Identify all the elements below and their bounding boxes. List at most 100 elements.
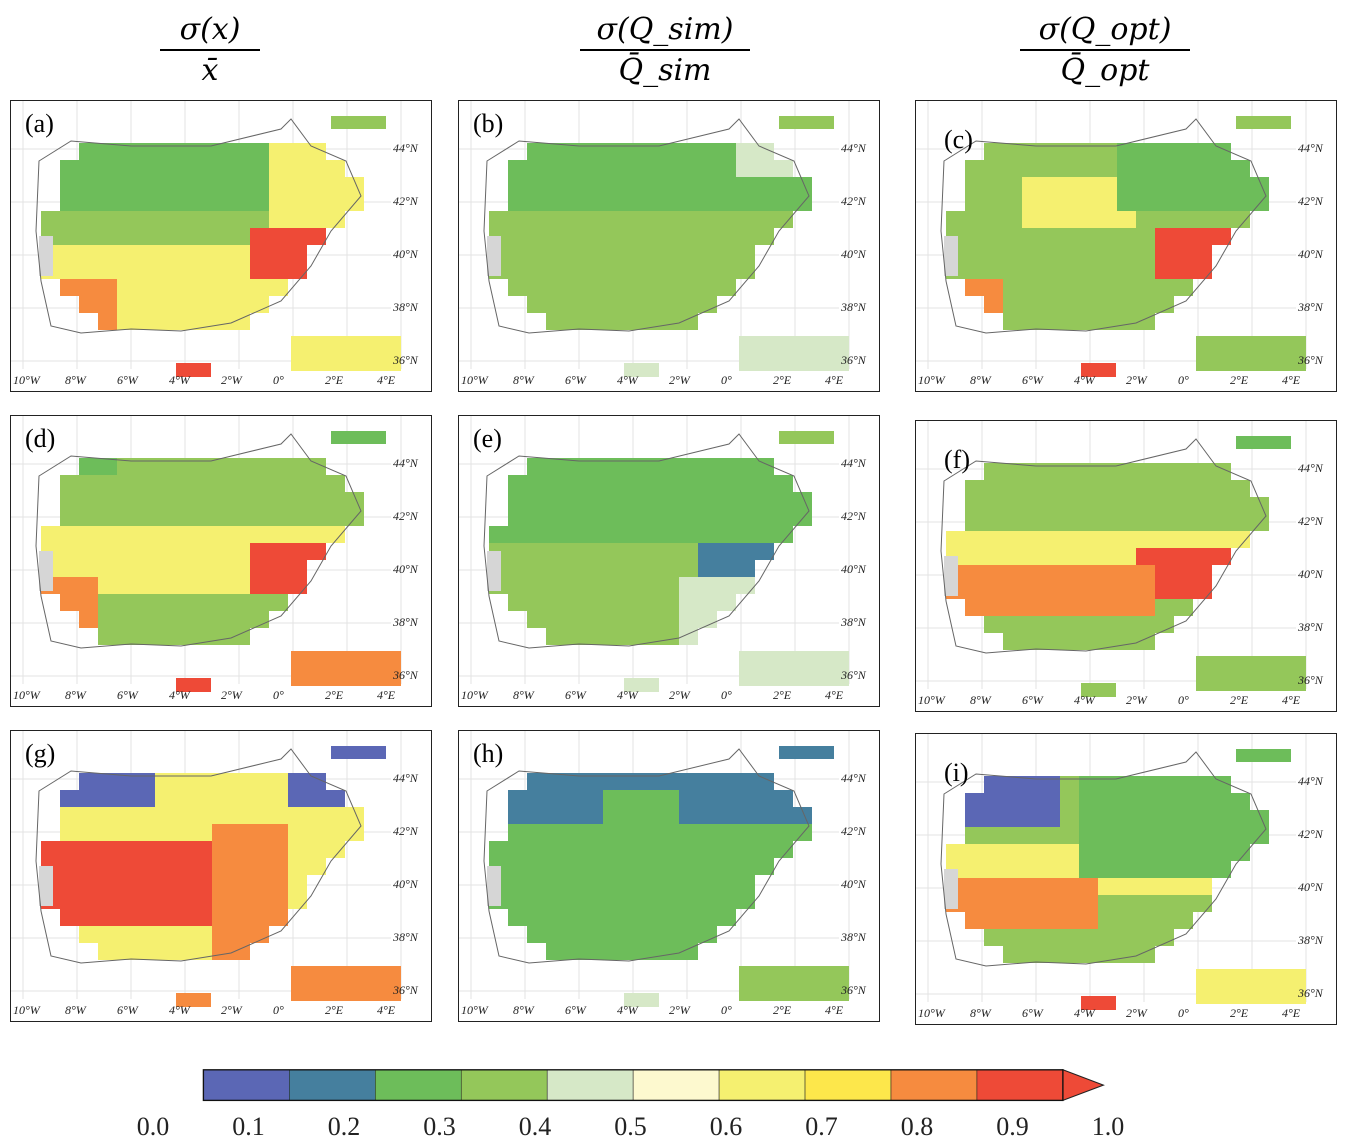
grid-cell xyxy=(717,262,736,279)
grid-cell xyxy=(717,909,736,926)
grid-cell xyxy=(1098,228,1117,245)
grid-cell xyxy=(79,858,98,875)
grid-cell xyxy=(1079,793,1098,810)
lat-tick-label: 42°N xyxy=(841,509,866,523)
grid-cell xyxy=(984,160,1003,177)
grid-cell xyxy=(1003,548,1022,565)
lat-tick-label: 38°N xyxy=(1298,620,1323,634)
grid-cell xyxy=(136,228,155,245)
grid-cell xyxy=(736,560,755,577)
colorbar-outline xyxy=(202,1069,1064,1102)
grid-cell xyxy=(546,160,565,177)
grid-cell xyxy=(174,296,193,313)
lat-tick-label: 44°N xyxy=(841,456,866,470)
grid-cell xyxy=(603,875,622,892)
grid-cell xyxy=(326,841,345,858)
grid-cell xyxy=(193,892,212,909)
grid-cell xyxy=(1212,793,1231,810)
grid-cell xyxy=(1117,531,1136,548)
grid-cell xyxy=(698,211,717,228)
grid-cell xyxy=(1003,844,1022,861)
grid-cell xyxy=(1136,844,1155,861)
lat-tick-label: 42°N xyxy=(393,824,418,838)
grid-cell xyxy=(174,492,193,509)
grid-cell xyxy=(212,943,231,960)
grid-cell xyxy=(508,245,527,262)
grid-cell xyxy=(1193,463,1212,480)
grid-cell xyxy=(527,841,546,858)
colorbar-tick-label: 0.5 xyxy=(614,1112,647,1141)
lat-tick-label: 40°N xyxy=(1298,880,1323,894)
grid-cell xyxy=(1098,548,1117,565)
grid-cell xyxy=(307,143,326,160)
grid-cell xyxy=(1060,531,1079,548)
grid-cell xyxy=(98,577,117,594)
grid-cell xyxy=(174,279,193,296)
grid-cell xyxy=(527,926,546,943)
grid-cell xyxy=(622,926,641,943)
grid-cell xyxy=(965,548,984,565)
grid-cell xyxy=(1041,480,1060,497)
grid-cell xyxy=(717,560,736,577)
grid-cell xyxy=(622,160,641,177)
grid-cell xyxy=(155,177,174,194)
grid-cell xyxy=(527,492,546,509)
grid-cell xyxy=(98,492,117,509)
grid-cell xyxy=(1022,793,1041,810)
grid-cell xyxy=(1003,946,1022,963)
grid-cell xyxy=(1060,262,1079,279)
grid-cell xyxy=(641,824,660,841)
grid-cell xyxy=(231,194,250,211)
grid-cell xyxy=(736,492,755,509)
grid-cell xyxy=(1022,313,1041,330)
grid-cell xyxy=(984,177,1003,194)
grid-cell xyxy=(1003,514,1022,531)
grid-cell xyxy=(527,475,546,492)
grid-cell xyxy=(193,509,212,526)
grid-cell xyxy=(60,262,79,279)
grid-cell xyxy=(1060,861,1079,878)
grid-cell xyxy=(288,807,307,824)
grid-cell xyxy=(584,926,603,943)
grid-cell xyxy=(565,279,584,296)
grid-cell xyxy=(527,194,546,211)
grid-cell xyxy=(136,926,155,943)
grid-cell xyxy=(660,892,679,909)
grid-cell xyxy=(1003,296,1022,313)
grid-cell xyxy=(489,841,508,858)
grid-cell xyxy=(698,790,717,807)
grid-cell xyxy=(136,892,155,909)
lon-tick-label: 2°W xyxy=(221,1003,242,1017)
grid-cell xyxy=(174,475,193,492)
grid-cell xyxy=(660,824,679,841)
grid-cell xyxy=(717,807,736,824)
grid-cell xyxy=(622,211,641,228)
grid-cell xyxy=(717,824,736,841)
grid-cell xyxy=(1174,143,1193,160)
grid-cell xyxy=(584,245,603,262)
grid-cell xyxy=(1136,912,1155,929)
grid-cell xyxy=(79,279,98,296)
grid-cell xyxy=(527,858,546,875)
grid-cell xyxy=(1117,177,1136,194)
grid-cell xyxy=(176,993,211,1007)
lat-tick-label: 38°N xyxy=(393,615,418,629)
grid-cell xyxy=(1098,616,1117,633)
grid-cell xyxy=(288,228,307,245)
grid-cell xyxy=(193,245,212,262)
colorbar-tick-label: 0.0 xyxy=(136,1112,170,1141)
grid-cell xyxy=(546,875,565,892)
grid-cell xyxy=(193,926,212,943)
grid-cell xyxy=(155,509,174,526)
lon-tick-label: 8°W xyxy=(513,1003,534,1017)
grid-cell xyxy=(1022,861,1041,878)
grid-cell xyxy=(79,526,98,543)
colorbar-tick-label: 0.9 xyxy=(996,1112,1029,1141)
grid-cell xyxy=(1155,245,1174,262)
grid-cell xyxy=(679,909,698,926)
grid-cell xyxy=(1212,497,1231,514)
grid-cell xyxy=(641,926,660,943)
grid-cell xyxy=(622,296,641,313)
grid-cell xyxy=(660,211,679,228)
grid-cell xyxy=(155,143,174,160)
